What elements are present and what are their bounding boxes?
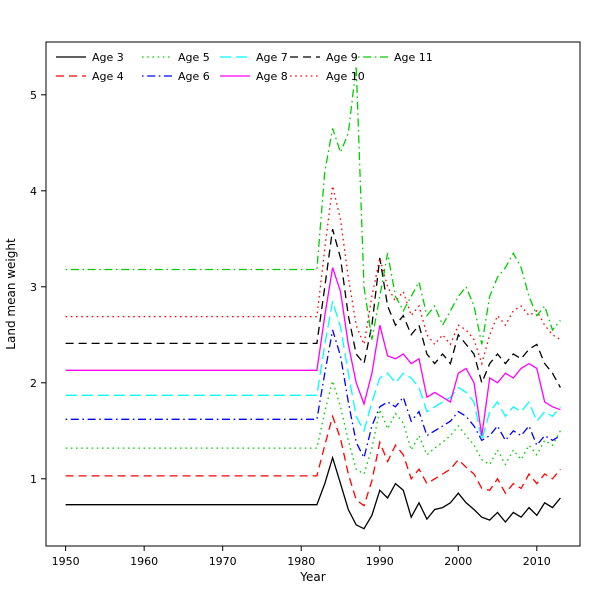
legend-label: Age 9 [326, 51, 358, 64]
x-tick-label: 2010 [523, 555, 551, 568]
series-line-age-4 [65, 414, 561, 507]
plot-box [45, 41, 581, 547]
x-tick-label: 1980 [287, 555, 315, 568]
legend-label: Age 11 [394, 51, 433, 64]
legend-label: Age 7 [256, 51, 288, 64]
y-tick-label: 5 [30, 89, 37, 102]
legend-label: Age 8 [256, 70, 288, 83]
legend-label: Age 10 [326, 70, 365, 83]
series-lines [65, 65, 561, 530]
x-axis-title: Year [299, 570, 325, 584]
x-tick-label: 1990 [366, 555, 394, 568]
legend-item-age-5: Age 5 [142, 51, 210, 64]
y-tick-label: 1 [30, 473, 37, 486]
legend-item-age-10: Age 10 [290, 70, 365, 83]
axes: 1950 1960 1970 1980 1990 2000 2010 1 2 3 4 5 [30, 41, 581, 568]
legend-label: Age 5 [178, 51, 210, 64]
legend-item-age-4: Age 4 [56, 70, 124, 83]
series-line-age-9 [65, 229, 561, 388]
legend-item-age-3: Age 3 [56, 51, 124, 64]
y-tick-label: 2 [30, 377, 37, 390]
series-line-age-11 [65, 65, 561, 345]
series-line-age-8 [65, 267, 561, 436]
legend-item-age-9: Age 9 [290, 51, 358, 64]
series-line-age-10 [65, 185, 561, 366]
legend-item-age-7: Age 7 [220, 51, 288, 64]
legend-item-age-8: Age 8 [220, 70, 288, 83]
y-tick-label: 4 [30, 185, 37, 198]
x-tick-label: 1950 [52, 555, 80, 568]
legend: Age 3 Age 4 Age 5 Age 6 Age 7 Age 8 Age 9 Age 1… [56, 51, 433, 83]
legend-label: Age 4 [92, 70, 124, 83]
series-line-age-3 [65, 455, 561, 530]
y-axis-title: Land mean weight [4, 238, 18, 350]
legend-item-age-6: Age 6 [142, 70, 210, 83]
legend-item-age-11: Age 11 [358, 51, 433, 64]
series-line-age-7 [65, 301, 561, 441]
legend-label: Age 6 [178, 70, 210, 83]
y-tick-label: 3 [30, 281, 37, 294]
x-tick-label: 2000 [444, 555, 472, 568]
legend-label: Age 3 [92, 51, 124, 64]
series-line-age-6 [65, 329, 561, 460]
x-tick-label: 1960 [130, 555, 158, 568]
x-tick-label: 1970 [209, 555, 237, 568]
